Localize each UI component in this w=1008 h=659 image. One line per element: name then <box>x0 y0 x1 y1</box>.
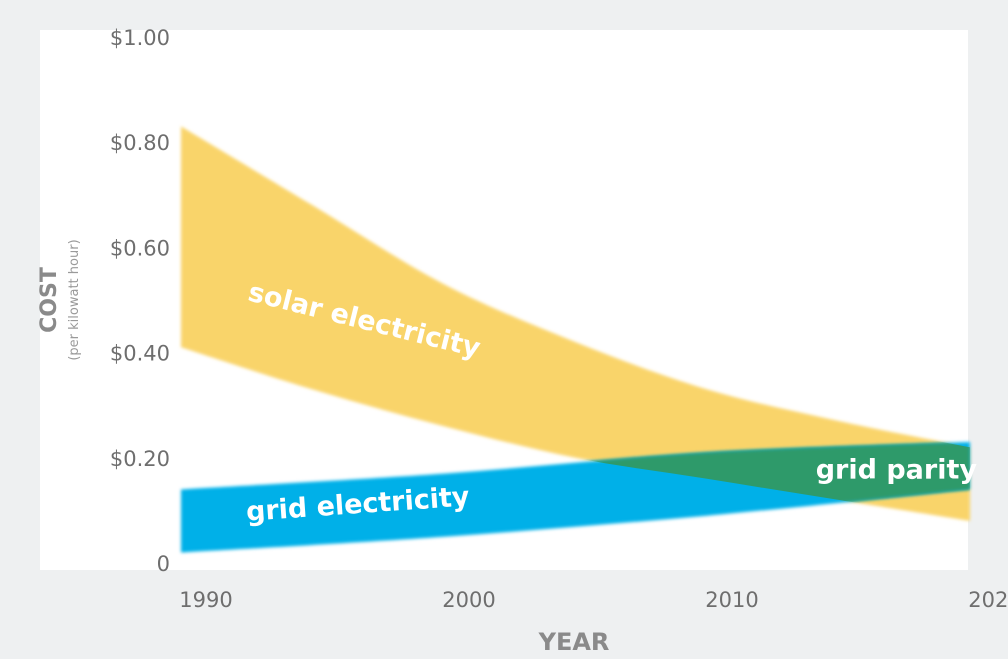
bands-layer <box>181 126 970 553</box>
y-tick-label: $0.40 <box>110 342 170 366</box>
y-axis-subtitle: (per kilowatt hour) <box>67 239 82 360</box>
solar-electricity-band <box>181 126 970 521</box>
label-grid-parity: grid parity <box>816 454 978 485</box>
y-axis-title: COST <box>37 267 62 333</box>
y-tick-label: $0.20 <box>110 447 170 471</box>
x-tick-label: 1990 <box>179 588 232 612</box>
x-tick-label: 2000 <box>442 588 495 612</box>
x-tick-label: 2010 <box>705 588 758 612</box>
x-axis-title: YEAR <box>538 628 610 656</box>
y-tick-label: $1.00 <box>110 26 170 50</box>
y-tick-label: $0.60 <box>110 236 170 260</box>
x-axis: 1990 2000 2010 2020 <box>179 588 1008 612</box>
y-tick-label: $0.80 <box>110 131 170 155</box>
y-axis: 0 $0.20 $0.40 $0.60 $0.80 $1.00 <box>110 26 170 576</box>
y-tick-label: 0 <box>157 552 170 576</box>
x-tick-label: 2020 <box>968 588 1008 612</box>
